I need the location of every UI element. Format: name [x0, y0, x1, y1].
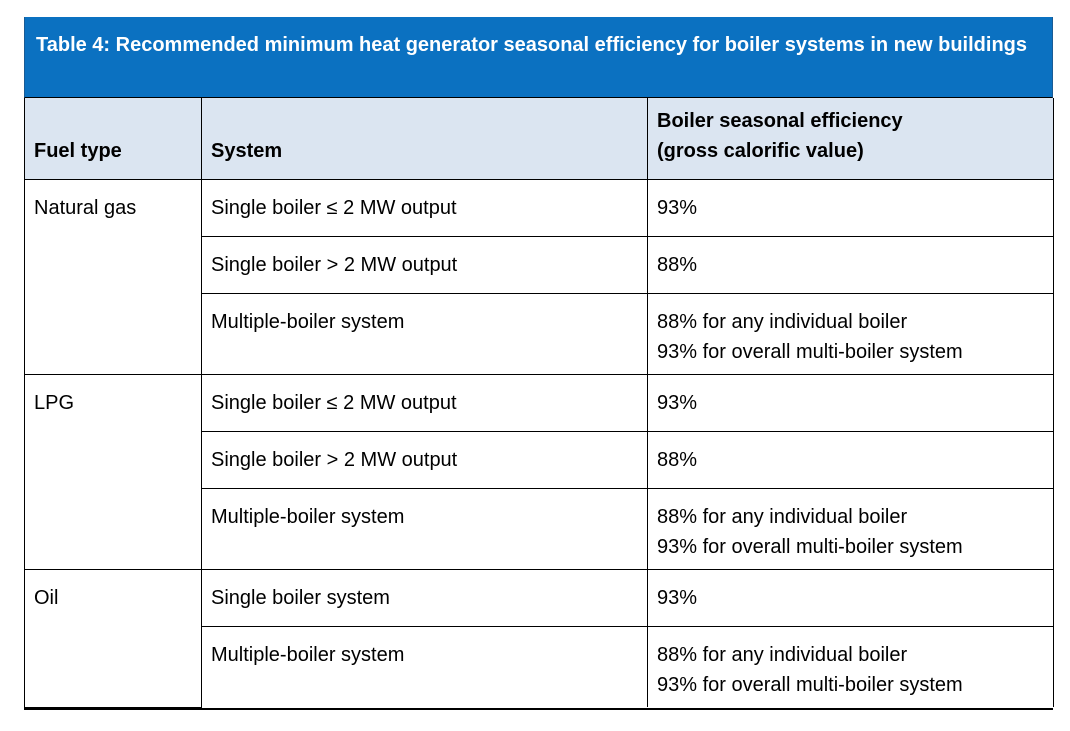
efficiency-cell: 88% for any individual boiler 93% for ov… [647, 488, 1054, 570]
table-row: Multiple-boiler system 88% for any indiv… [25, 488, 1054, 570]
efficiency-cell: 93% [647, 374, 1054, 432]
efficiency-cell: 88% for any individual boiler 93% for ov… [647, 293, 1054, 375]
header-efficiency-line1: Boiler seasonal efficiency [657, 109, 903, 132]
header-fuel-type: Fuel type [24, 98, 202, 180]
system-cell: Single boiler ≤ 2 MW output [201, 179, 648, 237]
efficiency-line: 93% for overall multi-boiler system [657, 535, 963, 558]
header-efficiency-line2: (gross calorific value) [657, 139, 864, 162]
efficiency-cell: 88% [647, 431, 1054, 489]
table-row: Natural gas Single boiler ≤ 2 MW output … [24, 179, 1054, 375]
efficiency-table: Table 4: Recommended minimum heat genera… [24, 17, 1054, 710]
efficiency-grid: Fuel type System Boiler seasonal efficie… [24, 98, 1054, 708]
efficiency-cell: 88% for any individual boiler 93% for ov… [647, 626, 1054, 707]
system-cell: Single boiler system [201, 569, 648, 627]
efficiency-line: 93% for overall multi-boiler system [657, 340, 963, 363]
efficiency-cell: 88% [647, 236, 1054, 294]
system-cell: Multiple-boiler system [201, 488, 648, 570]
fuel-cell-natural-gas: Natural gas [24, 179, 202, 375]
table-row: Single boiler > 2 MW output 88% [25, 236, 1054, 294]
efficiency-line: 88% for any individual boiler [657, 310, 908, 333]
system-cell: Single boiler > 2 MW output [201, 236, 648, 294]
fuel-cell-oil: Oil [24, 569, 202, 708]
table-title: Table 4: Recommended minimum heat genera… [24, 17, 1053, 98]
table-row: Multiple-boiler system 88% for any indiv… [25, 626, 1054, 707]
efficiency-cell: 93% [647, 179, 1054, 237]
efficiency-cell: 93% [647, 569, 1054, 627]
efficiency-line: 93% for overall multi-boiler system [657, 673, 963, 696]
efficiency-line: 88% [657, 253, 698, 276]
table-row: LPG Single boiler ≤ 2 MW output 93% [24, 374, 1054, 570]
efficiency-line: 93% [657, 391, 698, 414]
header-efficiency: Boiler seasonal efficiency (gross calori… [647, 98, 1054, 180]
system-cell: Single boiler ≤ 2 MW output [201, 374, 648, 432]
table-row: Multiple-boiler system 88% for any indiv… [25, 293, 1054, 375]
table-row: Single boiler > 2 MW output 88% [25, 431, 1054, 489]
header-row: Fuel type System Boiler seasonal efficie… [24, 98, 1054, 180]
efficiency-line: 93% [657, 196, 698, 219]
system-cell: Multiple-boiler system [201, 293, 648, 375]
efficiency-line: 88% for any individual boiler [657, 643, 908, 666]
system-cell: Single boiler > 2 MW output [201, 431, 648, 489]
header-system: System [201, 98, 648, 180]
table-row: Oil Single boiler system 93% [24, 569, 1054, 708]
efficiency-line: 88% [657, 448, 698, 471]
system-cell: Multiple-boiler system [201, 626, 648, 707]
fuel-cell-lpg: LPG [24, 374, 202, 570]
efficiency-line: 93% [657, 586, 698, 609]
efficiency-line: 88% for any individual boiler [657, 505, 908, 528]
